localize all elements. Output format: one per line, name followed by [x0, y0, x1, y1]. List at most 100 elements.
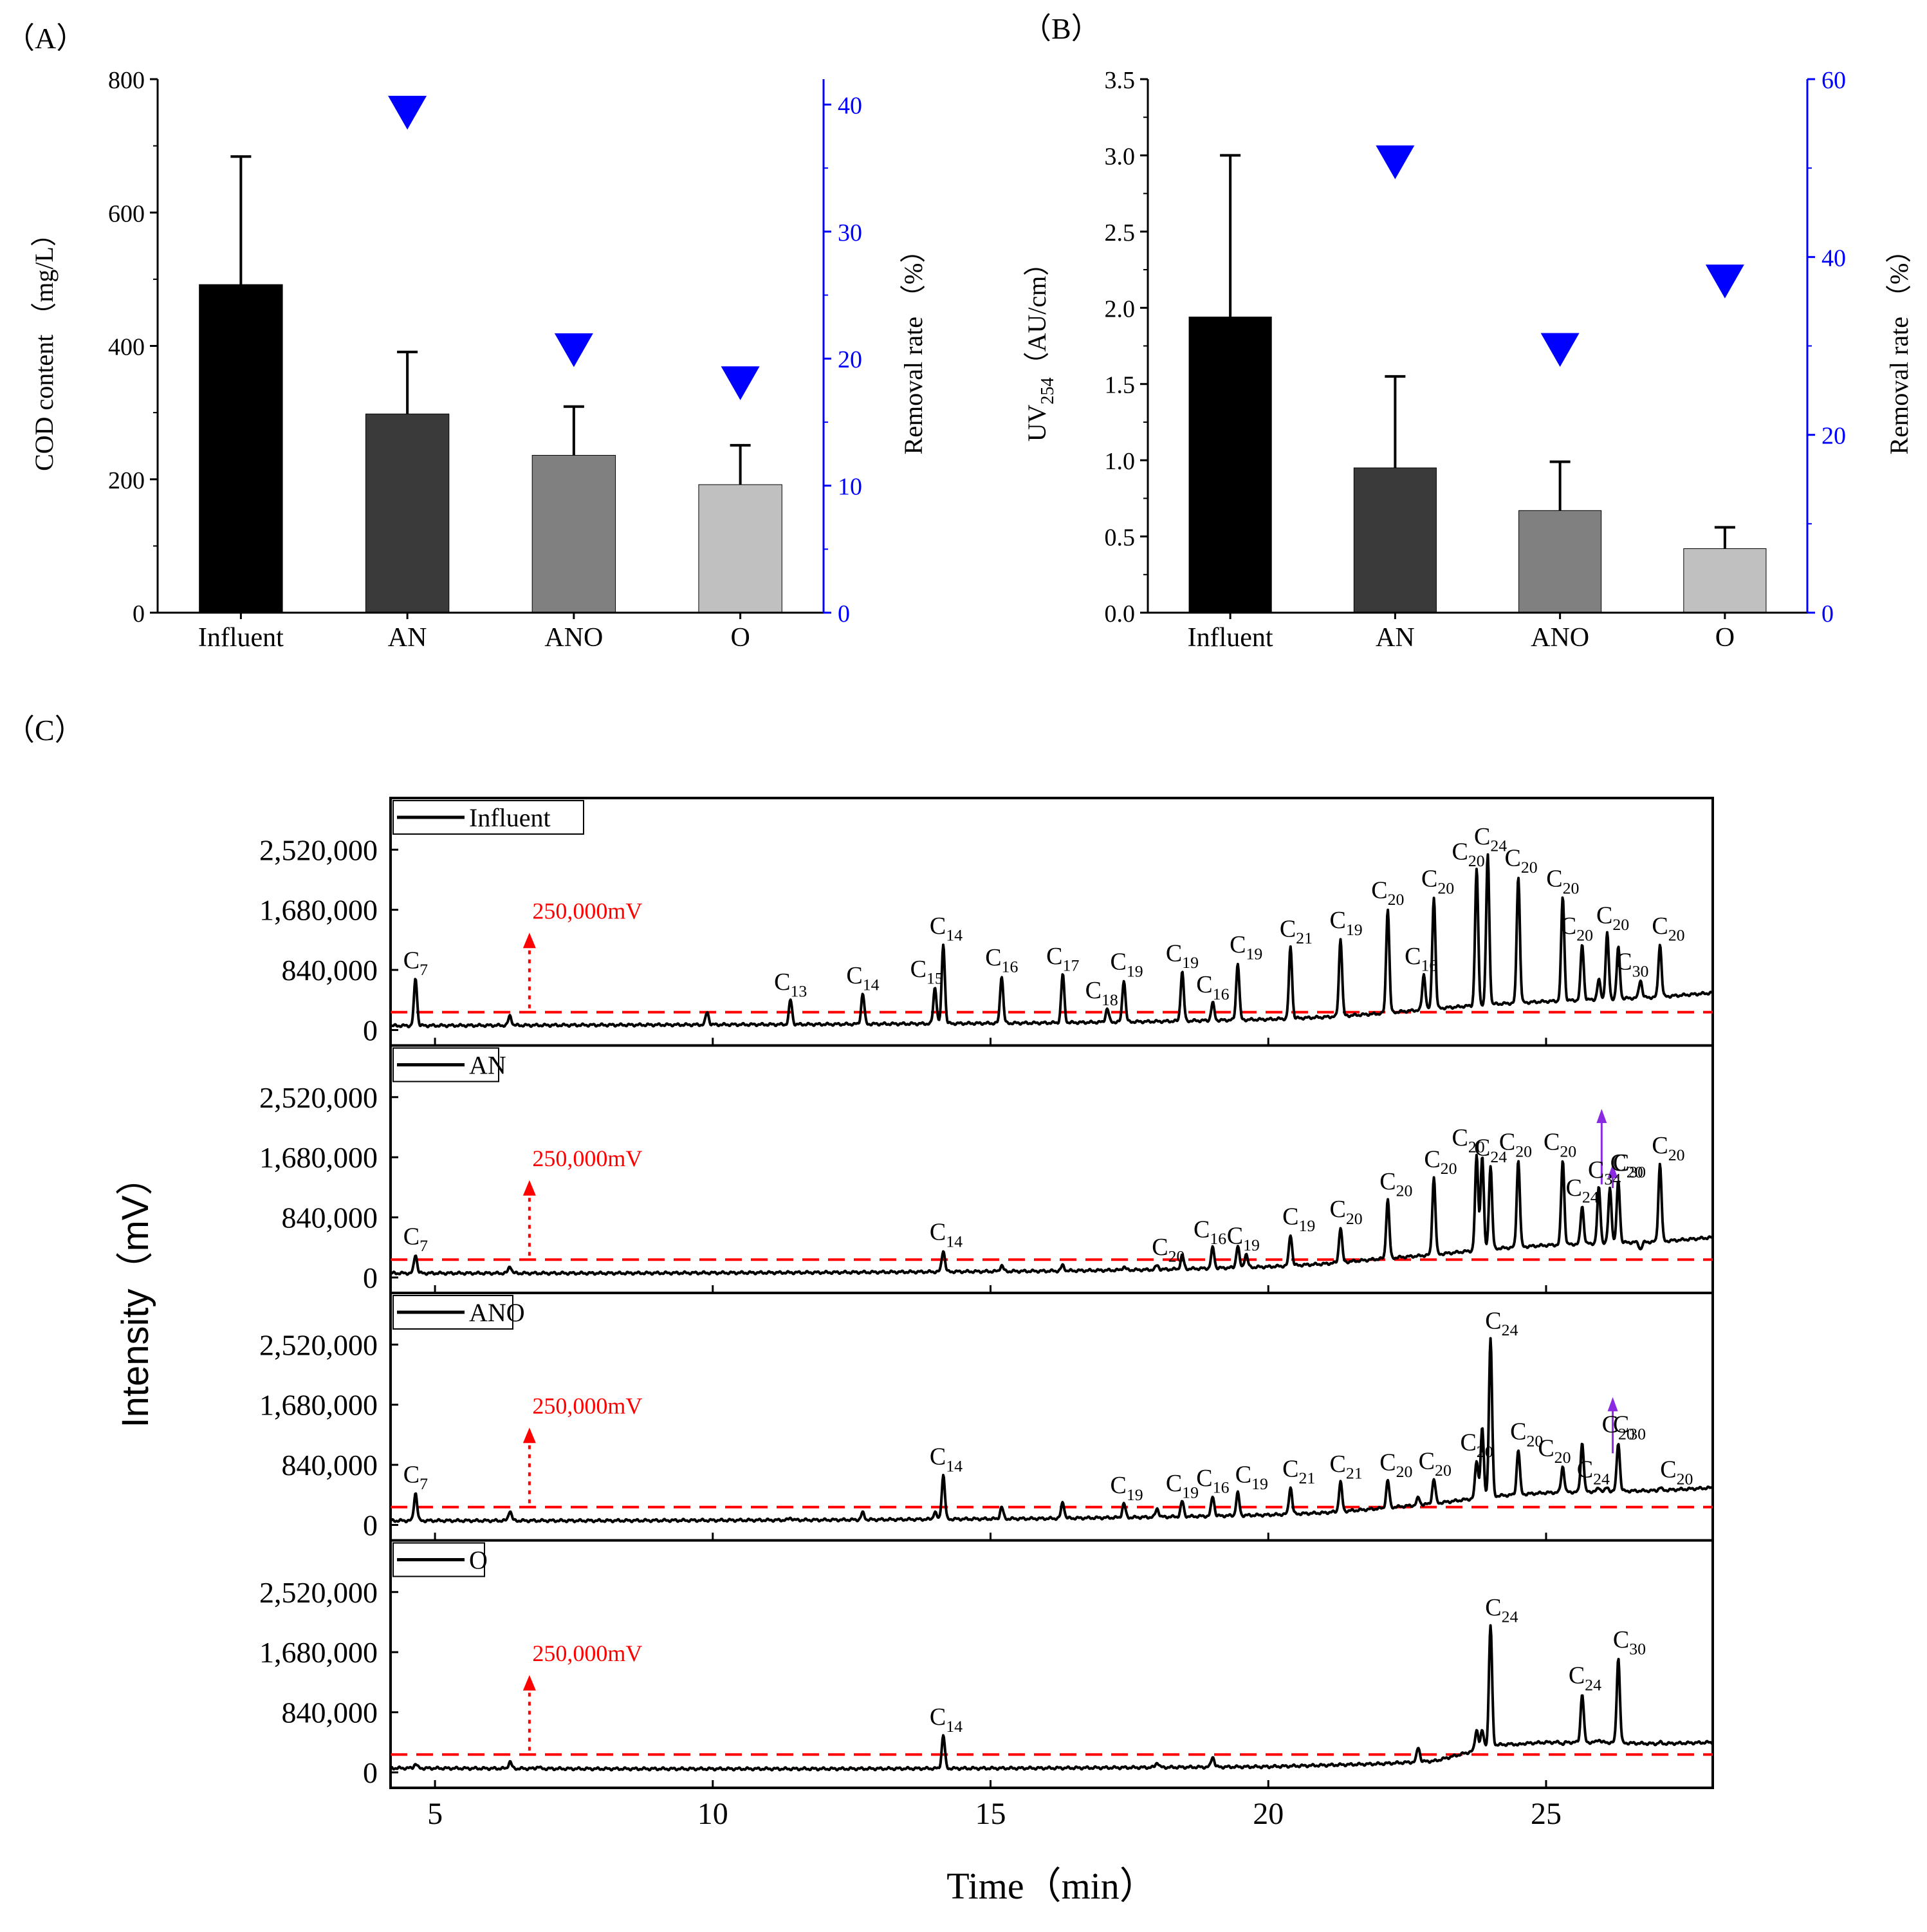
y-tick-label: 1,680,000: [259, 1141, 378, 1174]
y-tick-label: 2.0: [1105, 295, 1136, 322]
y-tick-label: 0: [363, 1756, 378, 1789]
peak-label: C19: [1282, 1203, 1315, 1235]
peak-label: C15: [910, 956, 943, 988]
peak-label: C24: [1485, 1594, 1518, 1626]
y-tick-label: 0: [363, 1509, 378, 1542]
threshold-label: 250,000mV: [532, 1640, 642, 1666]
panel-label-c: （C）: [5, 714, 84, 747]
removal-rate-marker: [388, 95, 427, 130]
peak-label: C24: [1474, 1135, 1507, 1167]
legend-label: Influent: [469, 803, 551, 832]
threshold-arrowhead: [522, 1427, 536, 1444]
y-tick-label: 840,000: [282, 1696, 378, 1729]
peak-label: C16: [985, 944, 1018, 976]
bar-influent: [199, 284, 283, 613]
peak-label: C17: [1046, 943, 1079, 975]
peak-label: C7: [403, 1461, 428, 1493]
peak-label: C24: [1569, 1662, 1601, 1695]
peak-label: C24: [1577, 1456, 1610, 1489]
legend-label: O: [469, 1546, 488, 1575]
x-axis-title: Time（min）: [946, 1865, 1157, 1907]
peak-label: C20: [1421, 866, 1454, 898]
y-tick-label: 0: [363, 1261, 378, 1294]
y-axis-title: Intensity（mV）: [115, 1158, 156, 1428]
peak-label: C16: [1194, 1216, 1226, 1248]
y-tick-label: 200: [108, 467, 145, 494]
threshold-label: 250,000mV: [532, 1146, 642, 1171]
removal-rate-marker: [554, 333, 593, 367]
threshold-arrowhead: [522, 933, 536, 949]
peak-label: C20: [1652, 1132, 1684, 1164]
y2-axis-title: Removal rate （%）: [1885, 237, 1913, 455]
peak-label: C30: [1613, 1411, 1646, 1444]
series-line: [389, 853, 1713, 1028]
peak-label: C14: [930, 1444, 963, 1476]
series-line: [390, 1337, 1714, 1523]
x-tick-label: ANO: [1531, 623, 1589, 653]
y2-tick-label: 0: [838, 600, 850, 627]
removal-rate-marker: [1540, 333, 1580, 367]
y-tick-label: 3.5: [1105, 67, 1136, 94]
y-tick-label: 0.0: [1105, 600, 1136, 627]
peak-label: C20: [1510, 1418, 1543, 1451]
removal-rate-marker: [1705, 265, 1744, 299]
bar-influent: [1188, 316, 1272, 613]
peak-label: C7: [403, 1223, 428, 1255]
series-line: [389, 1624, 1713, 1772]
threshold-arrowhead: [522, 1675, 536, 1691]
peak-label: C7: [403, 947, 428, 979]
y2-tick-label: 30: [838, 219, 862, 246]
peak-label: C20: [1652, 913, 1684, 945]
panel-a-cod-chart: 0 200 400 600 800 0 10 20 30 40 Influent AN ANO O COD …: [30, 67, 928, 653]
peak-label: C19: [1166, 940, 1199, 972]
y2-tick-label: 20: [838, 346, 862, 373]
x-tick-label: Influent: [198, 623, 284, 653]
y2-axis-title: Removal rate （%）: [899, 237, 928, 455]
peak-label: C20: [1419, 1447, 1452, 1480]
y2-tick-label: 20: [1821, 423, 1846, 450]
bar-an: [365, 413, 450, 613]
peak-label: C21: [1330, 1451, 1363, 1483]
x-tick-label: AN: [388, 623, 427, 653]
y-tick-label: 1,680,000: [259, 1389, 378, 1422]
threshold-label: 250,000mV: [532, 898, 642, 924]
x-tick-label: AN: [1376, 623, 1415, 653]
legend: AN: [392, 1047, 506, 1082]
y2-tick-label: 40: [838, 92, 862, 119]
bar-o: [1683, 548, 1767, 613]
peak-label: C20: [1544, 1129, 1576, 1161]
chromatogram-influent: 0 840,000 1,680,000 2,520,000 250,000mV C7 C13…: [259, 797, 1714, 1047]
y-tick-label: 3.0: [1105, 143, 1136, 170]
peak-label: C20: [1610, 1149, 1643, 1182]
peak-label: C20: [1560, 913, 1593, 945]
peak-label: C14: [930, 1219, 963, 1251]
threshold-arrowhead: [522, 1180, 536, 1196]
peak-label: C19: [1330, 907, 1363, 939]
chromatogram-an: 0 840,000 1,680,000 2,520,000 250,000mV C7 C14…: [259, 1044, 1714, 1294]
y2-tick-label: 0: [1821, 600, 1834, 627]
legend: Influent: [392, 800, 584, 835]
y-tick-label: 1,680,000: [259, 894, 378, 927]
y-tick-label: 0: [133, 600, 145, 627]
y-tick-label: 0: [363, 1014, 378, 1047]
peak-label: C19: [1110, 949, 1143, 981]
peak-label: C34: [1588, 1156, 1621, 1189]
y-tick-label: 400: [108, 334, 145, 361]
peak-label: C20: [1452, 838, 1484, 870]
y-tick-label: 600: [108, 200, 145, 227]
y-axis-title: COD content （mg/L）: [30, 221, 59, 471]
x-tick-label: 20: [1253, 1797, 1284, 1831]
peak-label: C20: [1424, 1146, 1457, 1178]
x-tick-label: O: [1715, 623, 1735, 653]
peak-label: C20: [1602, 1411, 1635, 1444]
peak-label: C16: [1405, 943, 1437, 975]
y-tick-label: 2,520,000: [259, 833, 378, 866]
y-tick-label: 0.5: [1105, 525, 1136, 552]
x-tick-label: O: [730, 623, 750, 653]
panel-b-uv254-chart: 0.0 0.5 1.0 1.5 2.0 2.5 3.0 3.5 0 20 40 60 Influent A…: [1022, 67, 1913, 653]
peak-label: C19: [1110, 1472, 1143, 1504]
bar-ano: [1518, 510, 1602, 613]
peak-label: C20: [1152, 1234, 1185, 1266]
y2-tick-label: 40: [1821, 245, 1846, 272]
